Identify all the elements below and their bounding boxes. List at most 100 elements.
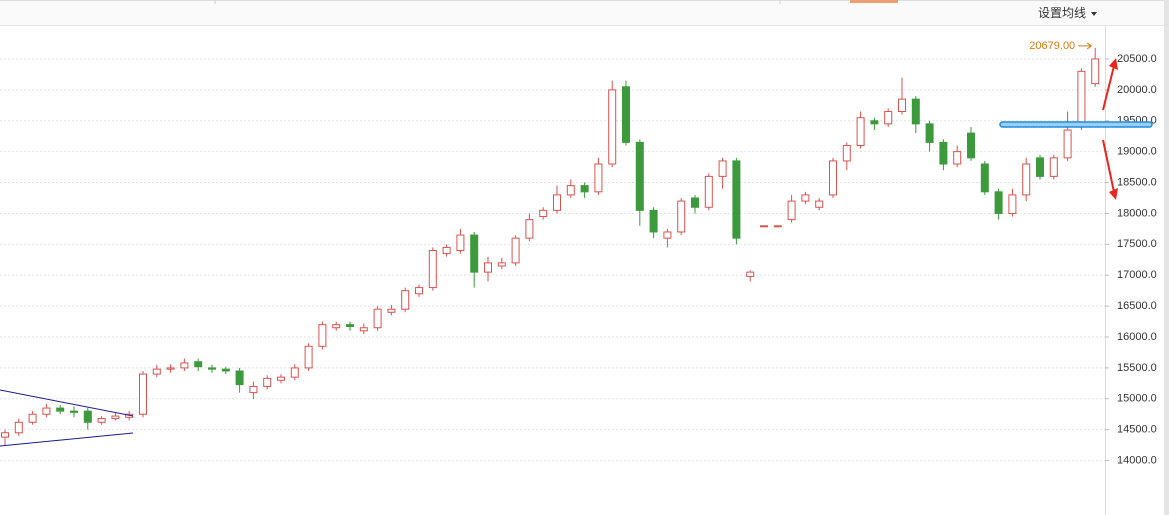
candle-body	[332, 324, 341, 329]
candle-body	[760, 225, 768, 228]
candle-body	[56, 407, 65, 412]
candle-body	[470, 234, 479, 273]
candle-body	[594, 163, 603, 193]
arrow-down-head	[1109, 188, 1118, 200]
candle-body	[373, 308, 382, 329]
candle-body	[967, 132, 975, 159]
candle-body	[28, 413, 37, 423]
candle-body	[401, 290, 410, 310]
active-tab	[850, 0, 898, 3]
candle-body	[925, 123, 934, 143]
candle-body	[304, 345, 313, 369]
arrow-up-head	[1109, 58, 1118, 70]
candle-body	[663, 231, 672, 239]
candle-body	[263, 377, 272, 387]
y-tick-label: 15500.0	[1117, 362, 1157, 374]
candle-body	[415, 287, 423, 295]
candle-body	[235, 370, 244, 386]
candle-body	[456, 234, 465, 252]
candle-body	[980, 163, 989, 193]
candle-body	[318, 324, 327, 347]
candle-body	[70, 410, 78, 413]
scrollbar	[1164, 0, 1169, 515]
candle-body	[622, 86, 630, 143]
y-tick-label: 20000.0	[1117, 84, 1157, 96]
candle-body	[14, 421, 23, 434]
candle-body	[497, 262, 506, 267]
candle-body	[208, 367, 216, 370]
candle-body	[898, 98, 906, 112]
trend-line	[0, 432, 134, 447]
candle-body	[387, 308, 396, 313]
candle-body	[180, 362, 189, 369]
candle-body	[42, 407, 51, 415]
candle-body	[525, 219, 534, 239]
candle-body	[939, 141, 948, 165]
candle-body	[1077, 70, 1086, 128]
candle-body	[829, 160, 837, 196]
y-tick-label: 19000.0	[1117, 146, 1157, 158]
candle-body	[773, 225, 782, 228]
candle-body	[83, 410, 92, 423]
arrow-up	[1102, 65, 1115, 111]
candle-body	[746, 271, 755, 277]
y-tick-label: 16500.0	[1117, 300, 1157, 312]
candle-body	[815, 200, 824, 208]
y-tick-label: 15000.0	[1117, 393, 1157, 405]
candle-body	[111, 415, 120, 420]
candle-body	[884, 110, 893, 125]
y-tick-label: 20500.0	[1117, 53, 1157, 65]
candle-body	[1008, 194, 1017, 214]
candle-body	[870, 120, 879, 125]
candle-body	[277, 376, 285, 381]
candle-body	[484, 262, 492, 273]
candle-body	[152, 368, 161, 375]
candle-body	[442, 246, 451, 255]
candle-body	[911, 98, 920, 125]
candle-body	[166, 367, 175, 370]
candle-body	[691, 197, 699, 208]
candle-body	[677, 200, 686, 233]
candle-body	[539, 209, 548, 218]
candle-body	[194, 361, 203, 368]
y-tick-label: 14000.0	[1117, 454, 1157, 466]
candle-body	[290, 367, 299, 378]
candle-body	[221, 368, 230, 372]
support-line	[999, 121, 1153, 128]
candle-body	[1091, 58, 1100, 85]
candle-body	[635, 141, 644, 211]
candle-body	[346, 324, 354, 328]
candle-body	[994, 191, 1003, 214]
trend-line	[0, 389, 134, 417]
y-tick-label: 18500.0	[1117, 176, 1157, 188]
candle-body	[704, 175, 713, 208]
candle-body	[428, 250, 437, 289]
candle-body	[97, 418, 106, 423]
candle-body	[553, 194, 561, 211]
ma-button[interactable]: 设置均线	[1038, 6, 1086, 20]
candle-body	[856, 117, 865, 146]
candle-body	[718, 160, 727, 177]
candle-body	[787, 200, 796, 221]
dropdown-arrow[interactable]	[1091, 12, 1097, 16]
candle-body	[1049, 157, 1058, 177]
top-bar	[0, 0, 1169, 25]
y-tick-label: 14500.0	[1117, 424, 1157, 436]
candle-body	[1, 432, 9, 438]
plot: 14000.0 14500.0 15000.0 15500.0 16000.0 16500…	[0, 40, 1157, 466]
y-tick-label: 17000.0	[1117, 269, 1157, 281]
candle-body	[1063, 129, 1072, 159]
arrow-down	[1102, 139, 1115, 193]
candle-body	[566, 185, 575, 196]
y-tick-label: 16000.0	[1117, 331, 1157, 343]
candle-body	[1022, 163, 1031, 196]
candle-body	[511, 237, 520, 264]
candle-body	[359, 327, 368, 332]
candle-body	[1036, 157, 1044, 177]
candle-body	[801, 194, 810, 202]
high-label: 20679.00	[1029, 40, 1075, 52]
candle-body	[608, 89, 617, 165]
candle-body	[249, 385, 258, 394]
high-arrow	[1078, 42, 1093, 50]
